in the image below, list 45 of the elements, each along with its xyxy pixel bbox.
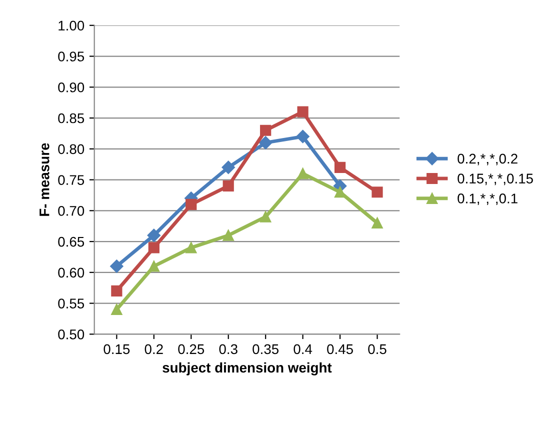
point	[260, 211, 272, 222]
y-tick-label: 0.90	[58, 82, 84, 92]
point	[260, 124, 272, 136]
point	[222, 230, 234, 241]
point	[222, 160, 235, 174]
y-tick-label: 0.70	[58, 206, 84, 216]
y-tick-label: 0.95	[58, 52, 84, 62]
point	[297, 168, 308, 180]
point	[222, 180, 234, 192]
legend-label: 0.15,*,*,0.15	[458, 174, 533, 186]
point	[334, 162, 346, 173]
x-tick-label: 0.3	[219, 344, 238, 354]
y-tick-label: 0.75	[58, 175, 84, 185]
x-tick-label: 0.4	[294, 344, 312, 354]
x-tick-label: 0.5	[368, 344, 386, 354]
point	[148, 260, 160, 272]
x-axis-title: subject dimension weight	[162, 362, 332, 376]
y-tick-label: 0.80	[58, 144, 84, 154]
point	[372, 217, 383, 229]
point	[147, 228, 160, 242]
x-tick-label: 0.45	[327, 344, 353, 354]
point	[372, 186, 383, 198]
x-tick-label: 0.35	[252, 344, 279, 354]
y-axis-title: F- measure	[40, 143, 50, 216]
point	[259, 136, 272, 150]
y-tick-label: 0.50	[58, 330, 84, 340]
y-tick-label: 0.85	[58, 113, 84, 124]
x-tick-label: 0.15	[104, 344, 130, 354]
point	[296, 130, 310, 144]
y-tick-label: 0.65	[58, 236, 84, 247]
y-tick-label: 0.60	[58, 268, 84, 278]
x-tick-label: 0.25	[178, 344, 204, 354]
y-tick-label: 0.55	[58, 298, 84, 308]
point	[111, 285, 122, 296]
point	[111, 304, 122, 316]
point	[297, 106, 308, 118]
point	[334, 186, 346, 198]
legend-label: 0.1,*,*,0.1	[458, 194, 518, 206]
legend-label: 0.2,*,*,0.2	[458, 154, 518, 166]
point	[186, 242, 197, 254]
point	[148, 242, 160, 254]
x-tick-label: 0.2	[144, 344, 163, 354]
y-tick-label: 1.00	[58, 20, 84, 31]
point	[186, 198, 197, 210]
point	[110, 260, 124, 273]
